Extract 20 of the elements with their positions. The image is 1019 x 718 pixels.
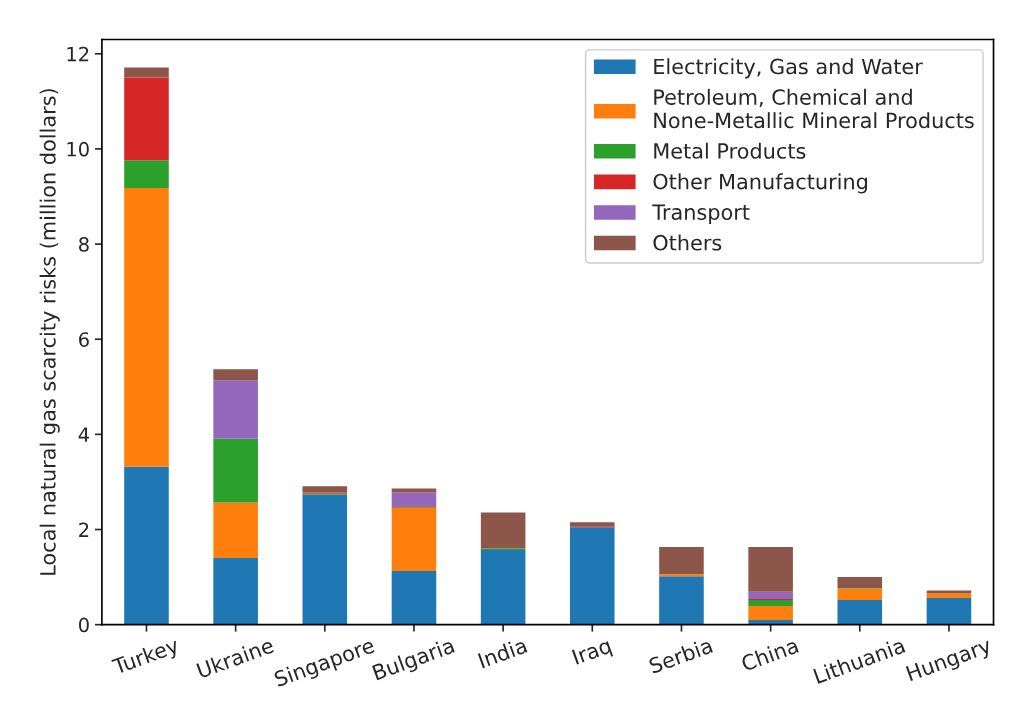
- legend-label: Other Manufacturing: [653, 173, 868, 194]
- legend-label: Transport: [652, 204, 750, 225]
- y-tick-label: 4: [78, 427, 89, 442]
- x-tick-label: Turkey: [111, 636, 182, 679]
- x-tick-label: Ukraine: [196, 636, 275, 679]
- x-tick-label: India: [477, 637, 528, 669]
- legend-label: Petroleum, Chemical and None-Metallic Mineral Products: [654, 88, 974, 129]
- y-tick-label: 8: [79, 237, 89, 252]
- legend-label: Metal Products: [654, 142, 806, 159]
- x-tick-label: Iraq: [571, 637, 614, 669]
- y-tick-label: 6: [79, 332, 89, 347]
- y-tick-label: 10: [67, 141, 89, 157]
- x-tick-label: China: [740, 637, 799, 672]
- x-tick-label: Serbia: [648, 637, 713, 674]
- y-axis-title: Local natural gas scarcity risks (million dollars): [39, 89, 60, 575]
- y-tick-label: 0: [79, 617, 89, 633]
- legend-label: Others: [653, 234, 722, 251]
- y-tick-label: 2: [79, 522, 89, 537]
- legend-label: Electricity, Gas and Water: [654, 58, 923, 79]
- y-tick-label: 12: [67, 46, 89, 62]
